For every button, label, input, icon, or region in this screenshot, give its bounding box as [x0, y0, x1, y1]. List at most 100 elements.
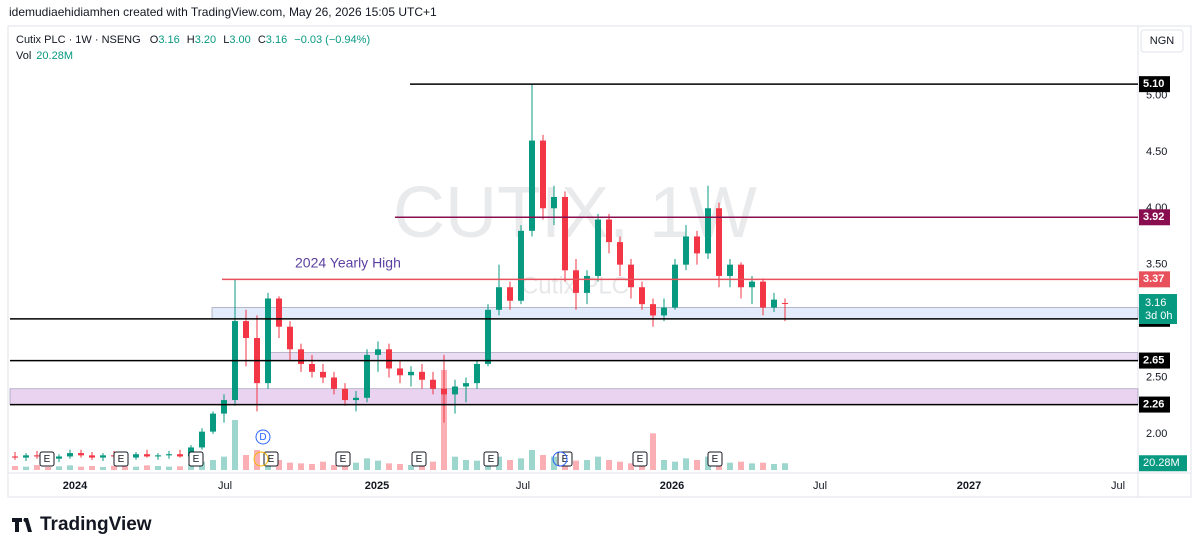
candle-body [177, 454, 183, 457]
event-marker[interactable] [335, 451, 351, 467]
event-label[interactable]: E [637, 454, 644, 465]
vol-value: 20.28M [36, 50, 73, 62]
vol-label: Vol [16, 50, 31, 62]
event-label[interactable]: E [562, 454, 569, 465]
event-marker[interactable] [557, 451, 573, 467]
split-marker [253, 451, 269, 467]
zone [9, 388, 1139, 405]
candle-body [760, 281, 766, 308]
volume-bar [661, 460, 667, 470]
candle-body [210, 413, 216, 432]
l-label: L [223, 34, 229, 46]
logo-mark [12, 518, 32, 532]
level-badge [1139, 271, 1170, 288]
candle-body [639, 287, 645, 305]
y-tick-label: 5.00 [1146, 89, 1167, 101]
candle-body [408, 371, 414, 376]
candle-body [452, 386, 458, 395]
level-label: 2.65 [1143, 354, 1164, 366]
candle-body [397, 368, 403, 376]
volume-bar [122, 466, 128, 470]
annotation: 2024 Yearly High [295, 255, 401, 271]
candle-body [749, 281, 755, 288]
volume-bar [617, 461, 623, 470]
event-label[interactable]: E [268, 454, 275, 465]
level-badge [1139, 352, 1170, 369]
event-marker[interactable] [188, 451, 204, 467]
volume-bar [463, 460, 469, 470]
h-value: 3.20 [195, 34, 216, 46]
candle-body [771, 299, 777, 308]
candle-body [353, 397, 359, 401]
candle-body [67, 453, 73, 457]
volume-bar [210, 460, 216, 470]
volume-bar [45, 467, 51, 470]
candle-body [705, 208, 711, 254]
event-marker[interactable] [113, 451, 129, 467]
event-label[interactable]: E [340, 454, 347, 465]
volume-bar [650, 433, 656, 470]
candle-body [518, 230, 524, 301]
logo [12, 518, 32, 532]
candle-body [331, 377, 337, 389]
dividend-marker[interactable] [255, 429, 271, 445]
c-value: 3.16 [266, 34, 287, 46]
event-label[interactable]: E [193, 454, 200, 465]
candle-body [683, 236, 689, 265]
event-label[interactable]: E [118, 454, 125, 465]
x-tick-label: Jul [516, 480, 530, 492]
candle-body [562, 196, 568, 271]
event-marker[interactable] [483, 451, 499, 467]
x-tick-label: Jul [1111, 480, 1125, 492]
volume-bar [518, 458, 524, 470]
event-label[interactable]: E [488, 454, 495, 465]
candle-body [56, 456, 62, 459]
currency[interactable]: NGN [1150, 35, 1175, 47]
volume-bar [243, 455, 249, 470]
attribution: idemudiaehidiamhen created with TradingV… [9, 5, 437, 19]
candle-body [650, 304, 656, 316]
candle-body [78, 453, 84, 456]
x-tick-label: 2027 [957, 480, 981, 492]
event-label[interactable]: E [44, 454, 51, 465]
volume-bar [89, 466, 95, 470]
candle-body [441, 388, 447, 395]
volume-badge [1139, 455, 1187, 472]
volume-bar [694, 460, 700, 470]
event-marker[interactable] [707, 451, 723, 467]
volume-bar [111, 465, 117, 470]
candle-body [551, 196, 557, 209]
candle-body [584, 275, 590, 293]
volume-bar [12, 466, 18, 470]
volume-bar [386, 463, 392, 470]
event-marker[interactable] [411, 451, 427, 467]
candle-body [430, 379, 436, 389]
event-marker[interactable] [39, 451, 55, 467]
candle-body [782, 303, 788, 305]
l-value: 3.00 [229, 34, 250, 46]
watermark: CUTIX, 1W [393, 173, 757, 253]
volume-bar [309, 464, 315, 470]
volume-bar [727, 462, 733, 470]
volume-bar [529, 450, 535, 470]
volume-bar [320, 461, 326, 470]
volume-bar [298, 463, 304, 470]
volume-bar [573, 460, 579, 470]
candle-body [617, 242, 623, 265]
currency-button[interactable] [1140, 29, 1184, 53]
candle-body [342, 388, 348, 401]
candle-body [133, 454, 139, 458]
volume-bar [353, 462, 359, 470]
current-badge [1139, 294, 1177, 325]
event-label[interactable]: E [712, 454, 719, 465]
event-marker[interactable] [632, 451, 648, 467]
countdown: 3d 0h [1145, 310, 1173, 322]
volume-bar [254, 450, 260, 470]
candle-body [265, 298, 271, 384]
frame [7, 25, 1192, 498]
volume-bar [628, 463, 634, 470]
dividend-label[interactable]: D [259, 432, 266, 443]
event-label[interactable]: E [416, 454, 423, 465]
